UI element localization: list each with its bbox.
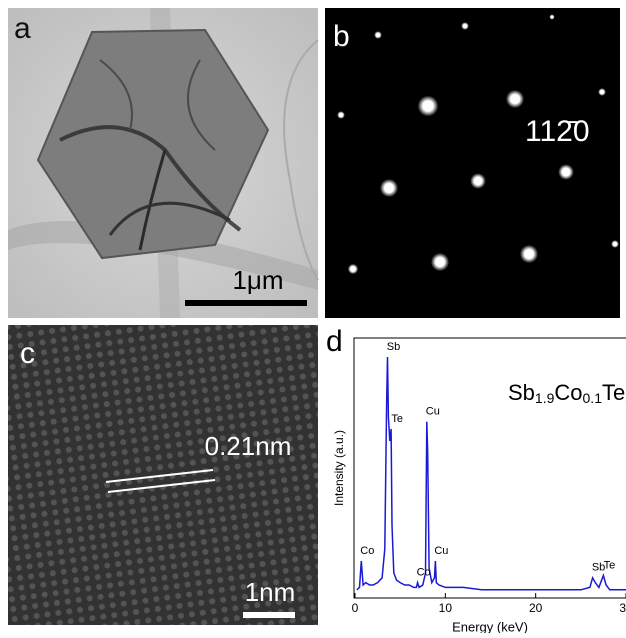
panel-label: a xyxy=(14,12,31,45)
panel-label: b xyxy=(333,20,350,53)
diffraction-spot xyxy=(431,253,449,271)
figure: a 1μm b 112̄0 c 0.21nm 1nm d Intensity (… xyxy=(0,0,626,633)
diffraction-spot xyxy=(470,173,486,189)
peak-label: Co xyxy=(360,545,374,557)
diffraction-spot xyxy=(461,22,469,30)
scale-bar-label: 1nm xyxy=(245,577,296,607)
y-axis-label: Intensity (a.u.) xyxy=(332,430,346,506)
peak-label: Te xyxy=(604,559,616,571)
peak-label: Cu xyxy=(434,545,448,557)
plot-frame xyxy=(354,338,626,598)
scale-bar-label: 1μm xyxy=(232,265,283,295)
x-tick-label: 20 xyxy=(529,601,543,615)
diffraction-spot xyxy=(374,31,382,39)
formula-part: Sb xyxy=(508,380,535,405)
formula-part: Te xyxy=(602,380,625,405)
formula-part: 1.9 xyxy=(535,390,555,406)
formula: Sb1.9Co0.1Te3 xyxy=(508,380,626,406)
diffraction-spot xyxy=(549,14,554,19)
panel-a: a 1μm xyxy=(8,8,318,318)
scale-bar xyxy=(185,300,307,306)
x-axis-label: Energy (keV) xyxy=(452,619,528,633)
peak-label: Sb xyxy=(387,341,400,353)
diffraction-spot xyxy=(337,111,345,119)
peak-label: Te xyxy=(391,413,403,425)
diffraction-spot xyxy=(380,179,398,197)
diffraction-spot xyxy=(598,88,606,96)
panel-label: d xyxy=(326,325,343,358)
panel-c: c 0.21nm 1nm xyxy=(8,325,318,625)
x-tick-label: 0 xyxy=(352,601,359,615)
panel-b-background xyxy=(325,8,620,318)
formula-part: Co xyxy=(554,380,582,405)
diffraction-spot xyxy=(520,245,538,263)
panel-b: b 112̄0 xyxy=(325,8,620,318)
formula-part: 0.1 xyxy=(583,390,603,406)
diffraction-spot xyxy=(611,240,619,248)
spacing-label: 0.21nm xyxy=(205,431,292,461)
diffraction-spot xyxy=(558,164,574,180)
zone-axis-label: 112̄0 xyxy=(525,115,590,148)
panel-label: c xyxy=(20,337,35,370)
diffraction-spot xyxy=(418,96,439,117)
panel-d: d Intensity (a.u.) Energy (keV) Sb1.9Co0… xyxy=(326,325,626,633)
x-tick-label: 10 xyxy=(439,601,453,615)
diffraction-spot xyxy=(348,264,358,274)
scale-bar xyxy=(243,612,295,618)
peak-label: Cu xyxy=(426,406,440,418)
peak-label: Co xyxy=(417,567,431,579)
x-tick-label: 30 xyxy=(619,601,626,615)
diffraction-spot xyxy=(506,90,524,108)
